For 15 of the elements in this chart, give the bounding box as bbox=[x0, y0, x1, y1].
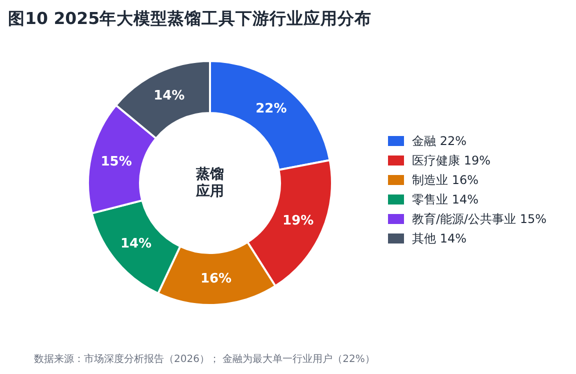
source-note: 数据来源：市场深度分析报告（2026）； 金融为最大单一行业用户（22%） bbox=[34, 353, 375, 365]
data-label: 22% bbox=[256, 102, 287, 117]
data-label: 14% bbox=[154, 88, 185, 104]
legend-label: 医疗健康 19% bbox=[412, 154, 490, 168]
legend-label: 零售业 14% bbox=[412, 192, 478, 206]
data-label: 14% bbox=[120, 236, 152, 252]
data-label: 15% bbox=[100, 154, 132, 170]
chart-title: 图10 2025年大模型蒸馏工具下游行业应用分布 bbox=[8, 9, 372, 28]
data-label: 19% bbox=[282, 214, 314, 229]
legend-label: 制造业 16% bbox=[412, 173, 478, 187]
legend-label: 金融 22% bbox=[412, 134, 466, 148]
data-label: 16% bbox=[200, 271, 232, 286]
legend-label: 其他 14% bbox=[412, 232, 466, 246]
text: 蒸馏应用 bbox=[195, 166, 224, 200]
legend-label: 教育/能源/公共事业 15% bbox=[412, 212, 547, 226]
